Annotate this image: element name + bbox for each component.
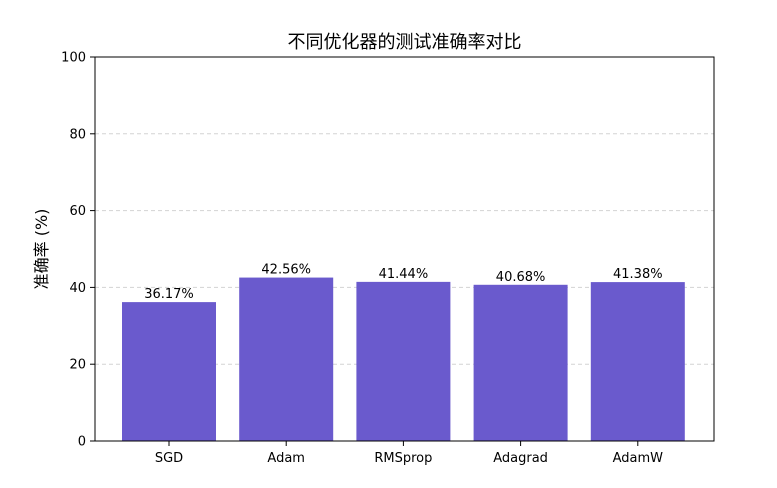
x-tick-label: AdamW — [613, 451, 664, 466]
bar-value-label: 41.44% — [379, 267, 429, 282]
y-tick-label: 60 — [69, 204, 86, 219]
bar-adam — [239, 277, 334, 441]
bar-adagrad — [473, 284, 568, 441]
bar-value-label: 42.56% — [261, 263, 311, 278]
x-tick-label: Adagrad — [493, 451, 548, 466]
data-labels: 36.17% 42.56% 41.44% 40.68% 41.38% — [144, 263, 662, 303]
bar-value-label: 41.38% — [613, 267, 663, 282]
bar-sgd — [122, 302, 216, 441]
bar-rmsprop — [356, 281, 451, 441]
y-axis-label: 准确率 (%) — [32, 209, 51, 290]
y-tick-label: 80 — [69, 127, 86, 142]
chart-title: 不同优化器的测试准确率对比 — [288, 32, 522, 53]
y-tick-label: 40 — [69, 281, 86, 296]
x-axis-ticks: SGD Adam RMSprop Adagrad AdamW — [155, 441, 663, 466]
y-axis-ticks: 0 20 40 60 80 100 — [61, 51, 95, 450]
y-tick-label: 100 — [61, 51, 86, 66]
bar-value-label: 40.68% — [496, 270, 546, 285]
x-tick-label: Adam — [267, 451, 305, 466]
bar-value-label: 36.17% — [144, 287, 194, 302]
plot-frame — [94, 56, 715, 442]
x-tick-label: SGD — [155, 451, 183, 466]
bar-adamw — [590, 282, 685, 441]
x-tick-label: RMSprop — [374, 451, 432, 466]
y-tick-label: 0 — [78, 435, 86, 450]
y-tick-label: 20 — [69, 358, 86, 373]
bars — [122, 277, 685, 441]
